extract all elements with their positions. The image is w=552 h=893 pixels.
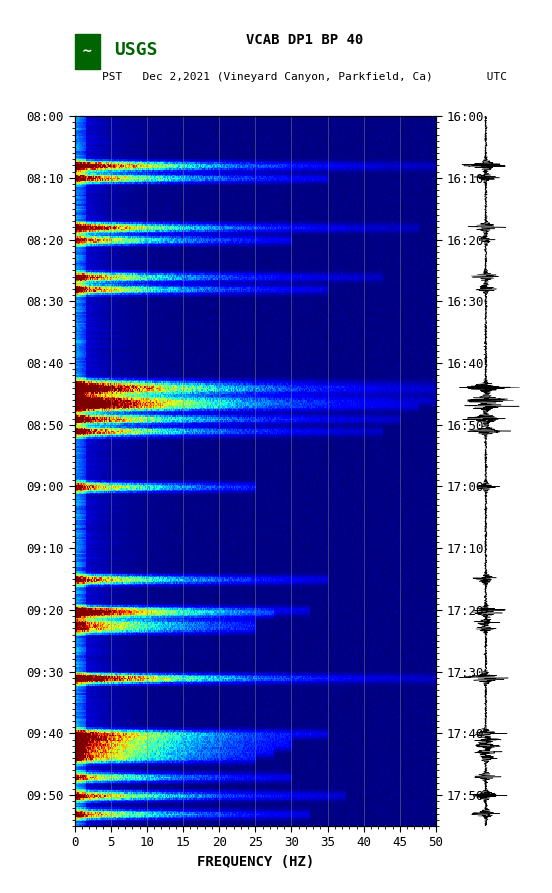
Text: PST   Dec 2,2021 (Vineyard Canyon, Parkfield, Ca)        UTC: PST Dec 2,2021 (Vineyard Canyon, Parkfie… bbox=[103, 72, 507, 82]
Text: ~: ~ bbox=[82, 46, 92, 58]
X-axis label: FREQUENCY (HZ): FREQUENCY (HZ) bbox=[197, 855, 314, 869]
Text: USGS: USGS bbox=[114, 41, 157, 59]
Text: VCAB DP1 BP 40: VCAB DP1 BP 40 bbox=[246, 33, 364, 47]
Bar bbox=[75, 34, 100, 70]
